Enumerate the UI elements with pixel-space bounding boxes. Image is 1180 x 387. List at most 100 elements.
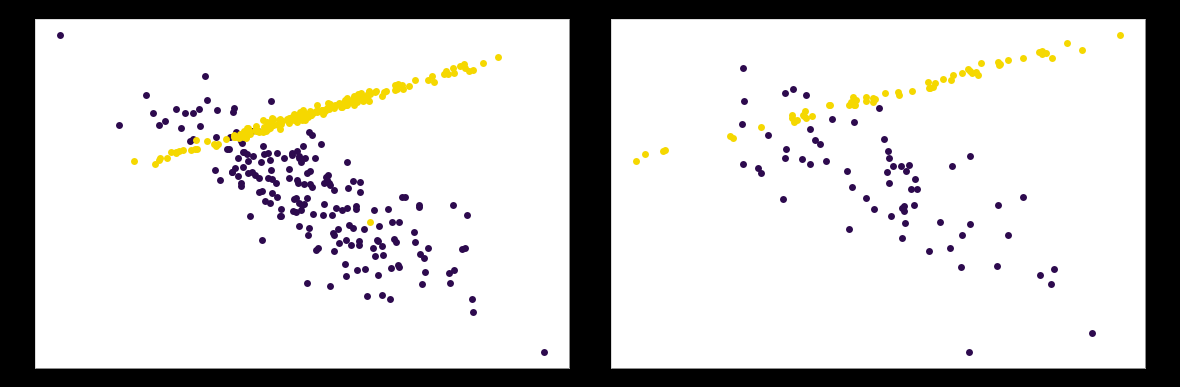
Point <box>952 70 971 76</box>
Point <box>303 211 322 217</box>
Point <box>264 122 283 128</box>
Point <box>329 226 348 232</box>
Point <box>796 92 815 98</box>
Point <box>333 207 352 213</box>
Point <box>656 147 675 153</box>
Point <box>411 251 430 257</box>
Point <box>282 152 301 159</box>
Point <box>208 107 227 113</box>
Point <box>219 146 238 152</box>
Point <box>347 99 366 105</box>
Point <box>322 104 341 110</box>
Point <box>262 190 281 197</box>
Point <box>149 157 168 163</box>
Point <box>271 212 290 219</box>
Point <box>386 82 405 88</box>
Point <box>283 207 302 214</box>
Point <box>866 96 885 102</box>
Point <box>389 264 408 271</box>
Point <box>326 101 345 108</box>
Point <box>907 186 926 192</box>
Point <box>301 108 320 114</box>
Point <box>445 70 464 76</box>
Point <box>245 172 264 178</box>
Point <box>257 119 276 125</box>
Point <box>268 122 287 128</box>
Point <box>889 89 907 95</box>
Point <box>221 134 240 140</box>
Point <box>230 135 249 142</box>
Point <box>535 349 553 355</box>
Point <box>880 155 899 161</box>
Point <box>393 82 412 88</box>
Point <box>295 201 314 207</box>
Point <box>222 169 241 175</box>
Point <box>295 155 314 161</box>
Point <box>806 137 825 144</box>
Point <box>287 119 306 125</box>
Point <box>308 108 327 114</box>
Point <box>990 62 1009 68</box>
Point <box>241 131 260 137</box>
Point <box>218 146 237 152</box>
Point <box>182 147 201 153</box>
Point <box>343 96 362 103</box>
Point <box>1030 49 1049 55</box>
Point <box>892 163 911 169</box>
Point <box>350 189 369 195</box>
Point <box>802 112 821 118</box>
Point <box>232 140 251 146</box>
Point <box>841 99 860 106</box>
Point <box>989 59 1008 65</box>
Point <box>314 111 333 117</box>
Point <box>654 148 673 154</box>
Point <box>347 96 366 102</box>
Point <box>998 57 1017 63</box>
Point <box>439 70 458 77</box>
Point <box>323 230 342 236</box>
Point <box>320 103 339 109</box>
Point <box>254 129 273 135</box>
Point <box>339 185 358 191</box>
Point <box>920 84 939 91</box>
Point <box>258 125 277 131</box>
Point <box>271 206 290 212</box>
Point <box>258 126 277 132</box>
Point <box>286 112 304 118</box>
Point <box>288 148 307 154</box>
Point <box>290 111 309 118</box>
Point <box>277 116 296 122</box>
Point <box>162 149 181 155</box>
Point <box>899 162 918 168</box>
Point <box>300 129 319 135</box>
Point <box>878 148 897 154</box>
Point <box>464 67 483 73</box>
Point <box>224 105 243 111</box>
Point <box>353 92 372 99</box>
Point <box>415 269 434 275</box>
Point <box>144 110 163 116</box>
Point <box>414 255 433 261</box>
Point <box>320 106 339 113</box>
Point <box>896 219 914 226</box>
Point <box>845 102 864 108</box>
Point <box>388 262 407 268</box>
Point <box>302 184 321 190</box>
Point <box>811 140 830 147</box>
Point <box>349 238 368 244</box>
Point <box>261 158 280 164</box>
Point <box>282 114 301 120</box>
Point <box>296 112 315 118</box>
Point <box>857 98 876 104</box>
Point <box>920 85 939 91</box>
Point <box>405 229 424 235</box>
Point <box>444 65 463 71</box>
Point <box>197 97 216 103</box>
Point <box>261 200 280 206</box>
Point <box>725 134 743 140</box>
Point <box>231 138 250 144</box>
Point <box>188 146 206 152</box>
Point <box>434 71 453 77</box>
Point <box>284 111 303 117</box>
Point <box>171 125 190 132</box>
